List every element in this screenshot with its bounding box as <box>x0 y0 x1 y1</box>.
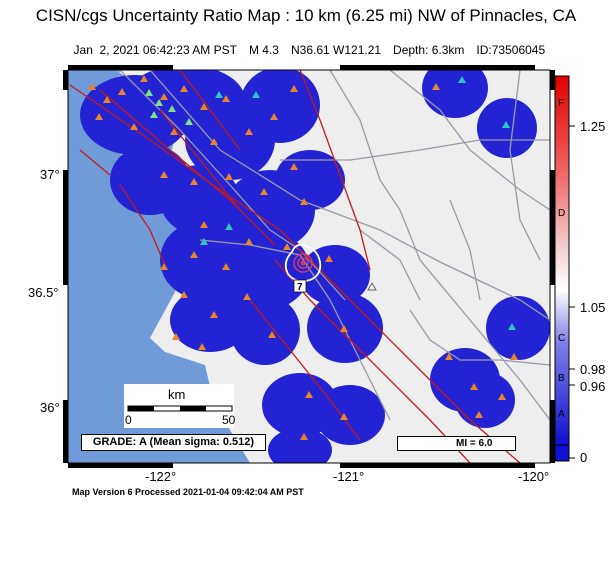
lat-label-36: 36° <box>40 400 60 415</box>
colorbar-tick-label: 0.96 <box>580 379 606 394</box>
strong-motion-stations <box>145 89 193 125</box>
colorbar-tick-label: 1.25 <box>580 119 606 134</box>
contour-label-box <box>293 279 307 293</box>
scale-tick-min: 0 <box>125 413 132 427</box>
event-depth: Depth: 6.3km <box>393 43 465 57</box>
lat-label-37: 37° <box>40 167 60 182</box>
event-id: ID:73506045 <box>476 43 546 57</box>
lon-label-121: -121° <box>333 469 365 484</box>
other-stations <box>200 76 516 330</box>
event-magnitude: M 4.3 <box>248 43 279 57</box>
frame-ticks <box>63 65 555 468</box>
open-station-marker <box>367 281 377 291</box>
lat-label-36-5: 36.5° <box>28 285 59 300</box>
mi-legend-box: MI = 6.0 <box>397 436 516 451</box>
event-datetime: Jan 2, 2021 06:42:23 AM PST <box>73 43 237 57</box>
grade-letter-d: D <box>558 208 566 219</box>
scale-unit: km <box>168 387 186 402</box>
processing-footer: Map Version 6 Processed 2021-01-04 09:42… <box>72 487 304 497</box>
fault-lines <box>69 70 521 463</box>
event-location: N36.61 W121.21 <box>290 43 382 57</box>
colorbar-ticks <box>569 125 575 459</box>
map-title: CISN/cgs Uncertainty Ratio Map : 10 km (… <box>35 6 577 25</box>
colorbar <box>554 75 570 446</box>
uncertainty-blobs <box>80 70 550 463</box>
scale-tick-max: 50 <box>222 413 236 427</box>
colorbar-tick-label: 0.98 <box>580 362 606 377</box>
colorbar-tick-label: 1.05 <box>580 300 606 315</box>
grade-letter-b: B <box>558 373 565 384</box>
scale-bar <box>124 384 234 428</box>
grade-box: GRADE: A (Mean sigma: 0.512) <box>81 434 266 451</box>
epicenter-marker <box>300 260 306 266</box>
lon-label-122: -122° <box>145 469 177 484</box>
grade-letter-c: C <box>558 333 566 344</box>
event-subtitle: Jan 2, 2021 06:42:23 AM PST M 4.3 N36.61 W… <box>0 29 612 57</box>
contour-label: 7 <box>297 282 303 293</box>
colorbar-tick-label: 0 <box>580 450 588 465</box>
station-markers <box>88 75 518 450</box>
epicenter-contours <box>284 243 322 283</box>
grade-letter-f: F <box>558 98 565 109</box>
colorbar-min-swatch <box>554 444 570 462</box>
mi-legend-text: MI = 6.0 <box>456 438 493 449</box>
lon-label-120: -120° <box>518 469 550 484</box>
grade-letter-a: A <box>558 409 565 420</box>
